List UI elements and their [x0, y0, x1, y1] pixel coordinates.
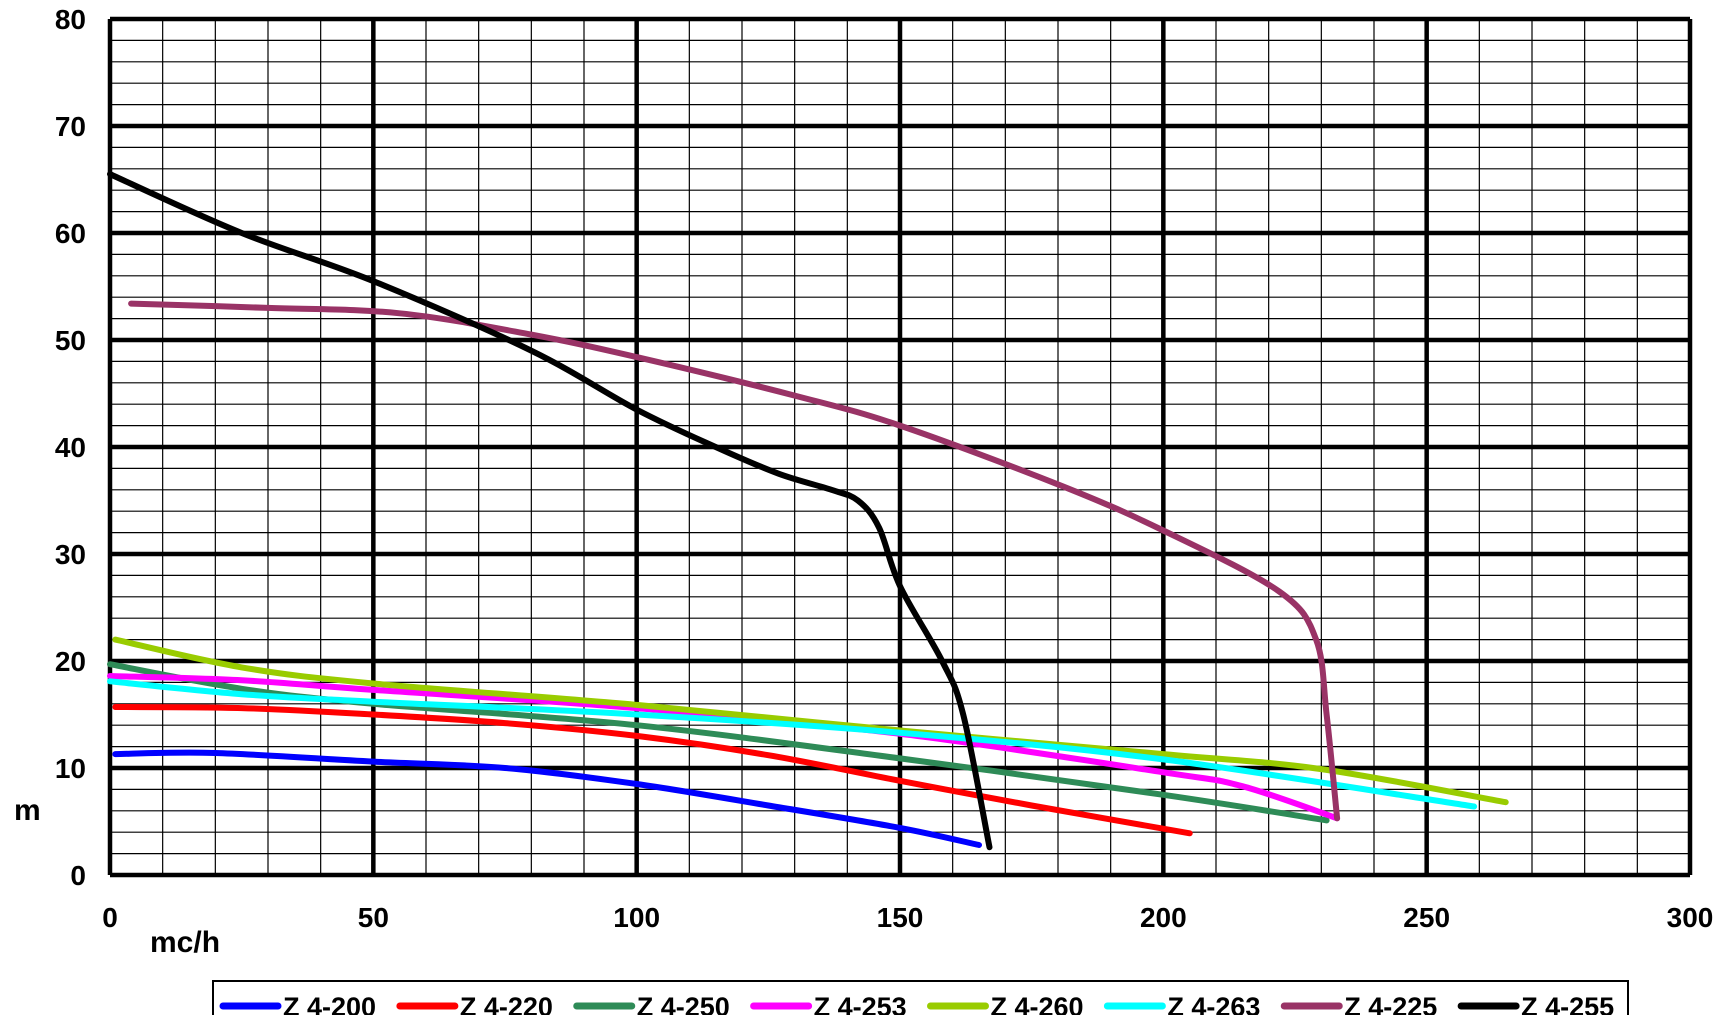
- series-line-z-4-200: [112, 749, 982, 848]
- major-grid: [107, 16, 1693, 878]
- x-axis-label: mc/h: [150, 926, 220, 959]
- legend-label-z-4-253: Z 4-253: [814, 992, 907, 1015]
- legend-label-z-4-225: Z 4-225: [1344, 992, 1437, 1015]
- x-tick-label: 200: [1140, 902, 1187, 933]
- series-line-z-4-263: [107, 678, 1478, 810]
- series-line-z-4-220: [112, 704, 1193, 837]
- x-tick-label: 50: [358, 902, 389, 933]
- x-tick-label: 300: [1667, 902, 1714, 933]
- y-tick-label: 20: [55, 646, 86, 677]
- y-tick-label: 10: [55, 753, 86, 784]
- x-tick-labels: 0 50 100 150 200 250 300: [102, 902, 1713, 933]
- legend-label-z-4-255: Z 4-255: [1521, 992, 1614, 1015]
- legend: Z 4-200 Z 4-220 Z 4-250 Z 4-253 Z 4-260 Z 4-2…: [212, 980, 1629, 1015]
- series-layer: [107, 171, 1509, 851]
- y-tick-labels: 0 10 20 30 40 50 60 70 80: [55, 4, 86, 891]
- x-tick-label: 0: [102, 902, 118, 933]
- legend-box: [212, 980, 1629, 1015]
- y-tick-label: 30: [55, 539, 86, 570]
- legend-label-z-4-220: Z 4-220: [460, 992, 553, 1015]
- series-line-z-4-225: [128, 300, 1341, 822]
- y-tick-label: 60: [55, 218, 86, 249]
- series-line-z-4-255: [107, 171, 993, 851]
- x-tick-label: 250: [1403, 902, 1450, 933]
- series-line-z-4-250: [107, 661, 1330, 824]
- y-tick-label: 50: [55, 325, 86, 356]
- y-tick-label: 70: [55, 111, 86, 142]
- legend-label-z-4-260: Z 4-260: [991, 992, 1084, 1015]
- series-line-z-4-260: [112, 636, 1509, 806]
- legend-label-z-4-200: Z 4-200: [283, 992, 376, 1015]
- y-tick-label: 40: [55, 432, 86, 463]
- y-axis-label: m: [14, 794, 41, 827]
- x-tick-label: 100: [613, 902, 660, 933]
- legend-label-z-4-250: Z 4-250: [637, 992, 730, 1015]
- y-tick-label: 80: [55, 4, 86, 35]
- x-tick-label: 150: [877, 902, 924, 933]
- legend-label-z-4-263: Z 4-263: [1167, 992, 1260, 1015]
- y-tick-label: 0: [70, 860, 86, 891]
